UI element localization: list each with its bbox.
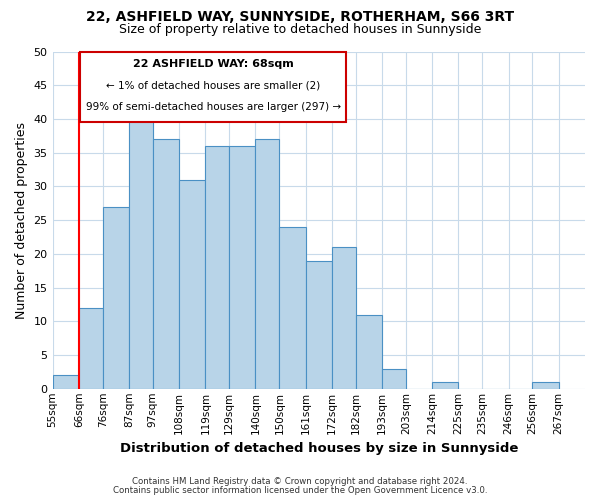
Text: Contains HM Land Registry data © Crown copyright and database right 2024.: Contains HM Land Registry data © Crown c… (132, 477, 468, 486)
Text: Size of property relative to detached houses in Sunnyside: Size of property relative to detached ho… (119, 22, 481, 36)
Bar (280, 227, 305, 389)
Bar (103, 206, 129, 389)
Bar (79, 308, 103, 389)
Bar (332, 247, 356, 389)
Bar (229, 146, 256, 389)
X-axis label: Distribution of detached houses by size in Sunnyside: Distribution of detached houses by size … (119, 442, 518, 455)
Bar (382, 368, 406, 389)
Bar (305, 260, 332, 389)
Text: 99% of semi-detached houses are larger (297) →: 99% of semi-detached houses are larger (… (86, 102, 341, 112)
Text: 22, ASHFIELD WAY, SUNNYSIDE, ROTHERHAM, S66 3RT: 22, ASHFIELD WAY, SUNNYSIDE, ROTHERHAM, … (86, 10, 514, 24)
Bar (432, 382, 458, 389)
Bar (53, 376, 79, 389)
Bar (532, 382, 559, 389)
Y-axis label: Number of detached properties: Number of detached properties (15, 122, 28, 318)
Bar (356, 314, 382, 389)
Bar (153, 139, 179, 389)
Text: ← 1% of detached houses are smaller (2): ← 1% of detached houses are smaller (2) (106, 80, 320, 90)
Bar (179, 180, 205, 389)
Text: Contains public sector information licensed under the Open Government Licence v3: Contains public sector information licen… (113, 486, 487, 495)
Bar (129, 119, 153, 389)
Bar (256, 139, 280, 389)
Bar (205, 146, 229, 389)
FancyBboxPatch shape (80, 52, 346, 123)
Text: 22 ASHFIELD WAY: 68sqm: 22 ASHFIELD WAY: 68sqm (133, 58, 293, 68)
